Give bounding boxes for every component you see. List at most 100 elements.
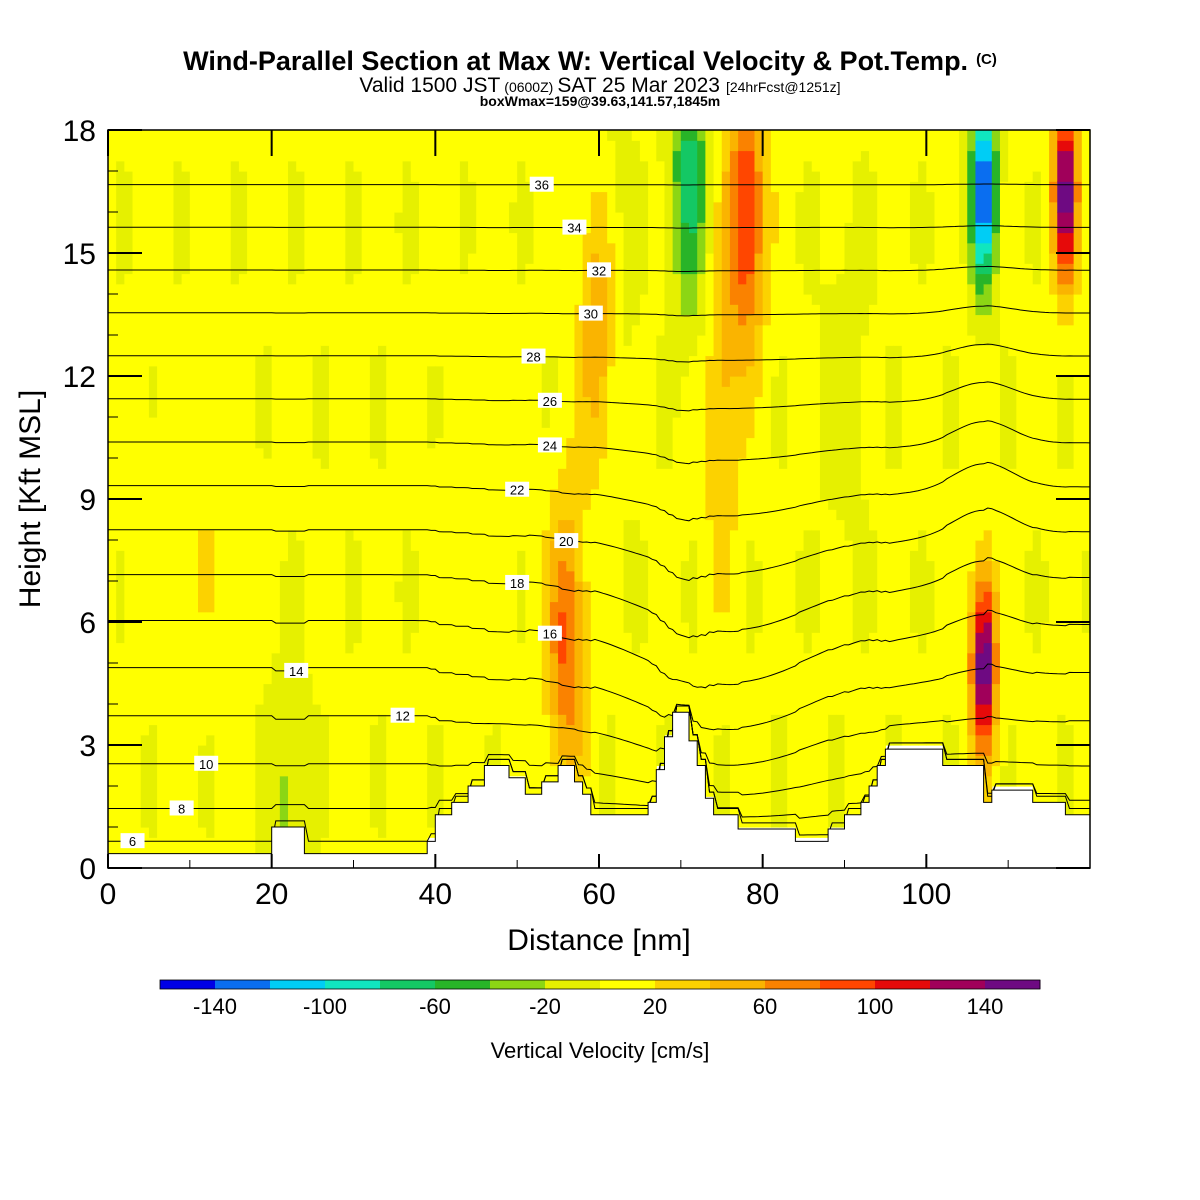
w-field-cell: [975, 160, 985, 223]
w-field-cell: [312, 458, 322, 705]
w-field-cell: [999, 130, 1009, 182]
w-field-cell: [124, 171, 134, 275]
w-field-cell: [394, 130, 404, 213]
w-field-cell: [885, 468, 895, 715]
theta-label-bg: [505, 574, 530, 590]
w-field-cell: [263, 345, 273, 459]
w-field-cell: [811, 529, 821, 633]
w-field-cell: [476, 130, 486, 787]
colorbar-swatch: [985, 980, 1041, 989]
w-field-cell: [705, 130, 715, 254]
w-field-cell: [369, 130, 379, 357]
theta-contour-28: [108, 343, 1090, 363]
theta-label-bg: [554, 533, 579, 549]
vertical-velocity-field: [108, 130, 1091, 859]
w-field-cell: [983, 642, 993, 685]
w-field-cell: [819, 499, 829, 838]
w-field-cell: [754, 171, 764, 254]
w-field-cell: [754, 324, 764, 398]
w-field-cell: [1032, 283, 1042, 531]
w-field-cell: [459, 273, 469, 808]
w-field-cell: [631, 324, 641, 521]
w-field-cell: [279, 130, 289, 562]
w-field-cell: [451, 130, 461, 808]
w-field-cell: [901, 130, 911, 746]
w-field-cell: [918, 160, 927, 285]
w-field-cell: [828, 283, 837, 510]
theta-label-24: 24: [543, 438, 557, 453]
w-field-cell: [746, 652, 756, 828]
w-field-cell: [549, 130, 559, 357]
y-tick-label: 3: [79, 730, 96, 763]
w-field-cell: [1016, 130, 1026, 787]
y-tick-label: 6: [79, 607, 96, 640]
theta-label-20: 20: [559, 534, 573, 549]
colorbar-swatch: [655, 980, 711, 989]
colorbar-border: [159, 979, 1041, 990]
w-field-cell: [950, 724, 960, 767]
w-field-cell: [770, 714, 780, 828]
theta-label-6: 6: [129, 834, 136, 849]
w-field-cell: [443, 130, 453, 818]
w-field-cell: [173, 160, 183, 285]
w-field-cell: [1065, 212, 1075, 234]
w-field-cell: [173, 283, 183, 859]
w-field-cell: [975, 632, 985, 654]
w-field-cell: [754, 396, 764, 562]
w-field-cell: [697, 140, 706, 223]
w-field-cell: [116, 550, 125, 644]
w-field-cell: [320, 714, 330, 838]
colorbar-swatch: [215, 980, 271, 989]
w-field-cell: [517, 642, 526, 777]
w-field-cell: [214, 130, 224, 859]
w-field-cell: [247, 130, 256, 859]
w-field-cell: [697, 222, 706, 275]
w-field-cell: [860, 499, 870, 654]
w-field-cell: [713, 201, 723, 613]
w-field-cell: [648, 130, 657, 808]
w-field-cell: [844, 540, 854, 818]
theta-label-26: 26: [543, 394, 557, 409]
w-field-cell: [508, 201, 518, 234]
w-field-cell: [869, 304, 878, 531]
w-field-cell: [1057, 468, 1067, 715]
w-field-cell: [549, 488, 559, 541]
w-field-cell: [975, 273, 985, 295]
w-field-cell: [533, 130, 543, 797]
w-field-cell: [828, 509, 837, 715]
w-field-cell: [631, 130, 641, 141]
w-field-cell: [132, 130, 142, 859]
w-field-cell: [541, 355, 551, 428]
theta-label-bg: [120, 833, 145, 849]
w-field-cell: [369, 355, 379, 459]
w-field-cell: [1065, 181, 1075, 213]
w-field-cell: [975, 345, 985, 541]
w-field-cell: [680, 622, 690, 715]
w-field-cell: [680, 130, 690, 141]
w-field-cell: [378, 345, 387, 469]
w-field-cell: [689, 273, 698, 316]
w-field-cell: [672, 273, 682, 418]
w-field-cell: [811, 130, 821, 172]
w-field-cell: [198, 827, 207, 859]
w-field-cell: [639, 130, 649, 162]
x-tick-label: 0: [100, 878, 117, 911]
w-field-cell: [574, 755, 584, 787]
w-field-cell: [942, 345, 952, 469]
w-field-cell: [541, 714, 551, 787]
w-field-cell: [1032, 171, 1042, 285]
w-field-cell: [558, 560, 567, 613]
w-field-cell: [271, 652, 281, 828]
w-field-cell: [312, 355, 322, 459]
theta-contour-24: [108, 420, 1091, 465]
w-field-cell: [967, 683, 977, 736]
w-field-cell: [975, 314, 985, 346]
w-field-cell: [885, 130, 895, 346]
w-field-cell: [427, 447, 436, 726]
theta-contour-34: [108, 225, 1090, 229]
w-field-cell: [1065, 324, 1075, 377]
w-field-cell: [607, 365, 616, 715]
w-field-cell: [746, 437, 756, 541]
w-field-cell: [525, 263, 535, 797]
w-field-cell: [378, 468, 387, 715]
